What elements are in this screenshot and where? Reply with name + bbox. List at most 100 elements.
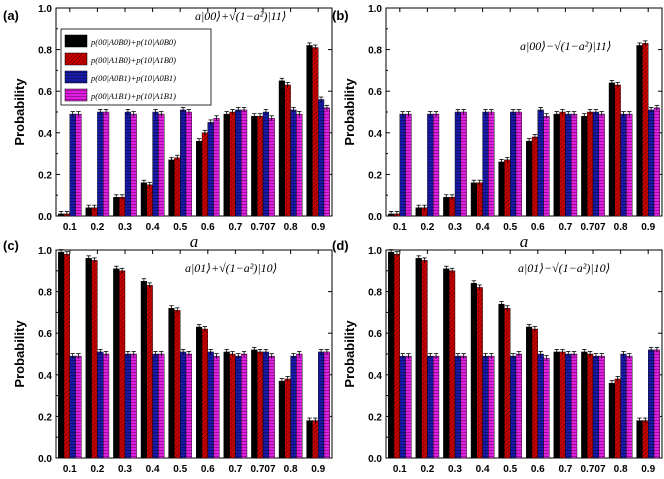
x-tick-label: 0.4: [146, 464, 160, 475]
bar-s4-0.3: [130, 353, 137, 459]
bar-s2-0.3: [118, 197, 126, 217]
bar-s2-0.707: [257, 351, 264, 459]
bar-s1-0.6: [526, 140, 533, 217]
bar-s3-0.8: [290, 109, 297, 217]
bar-s3-0.707: [262, 351, 270, 459]
bar-s2-0.4: [146, 285, 153, 459]
y-axis-label: Probability: [342, 320, 357, 388]
chart-panel-d: 0.0 0.2 0.4 0.6 0.8 1.0 Probability 0.1 0.2 0.3 0.…: [332, 238, 663, 479]
chart-panel-a: 0.0 0.2 0.4 0.6 0.8 1.0 Probability 0.1 0.2 0.3 0.…: [3, 4, 333, 251]
bar-s2-0.707: [587, 353, 594, 459]
bar-s1-0.5: [498, 161, 505, 217]
y-tick-label: 0.0: [368, 212, 382, 223]
bar-s1-0.9: [306, 420, 313, 459]
bar-s3-0.7: [565, 113, 572, 217]
x-tick-label: 0.7: [558, 464, 572, 475]
y-tick-label: 0.4: [368, 129, 382, 140]
bar-s1-0.5: [498, 303, 505, 459]
legend-swatch: [64, 34, 88, 48]
bar-s3-0.2: [97, 111, 104, 217]
y-axis-label: Probability: [12, 78, 27, 146]
bar-s4-0.707: [598, 355, 605, 459]
bar-s1-0.3: [443, 268, 450, 459]
bar-s4-0.2: [433, 355, 440, 459]
bar-s4-0.9: [323, 107, 331, 217]
bar-s3-0.4: [482, 355, 489, 459]
bar-s1-0.707: [251, 115, 258, 217]
bar-s1-0.6: [195, 326, 203, 459]
bar-s2-0.6: [531, 136, 539, 217]
x-tick-label: 0.1: [393, 464, 407, 475]
bar-s3-0.8: [620, 113, 627, 217]
bar-s4-0.7: [571, 113, 578, 217]
bar-s1-0.1: [58, 251, 65, 459]
x-tick-label: 0.5: [503, 222, 517, 233]
bar-s4-0.6: [543, 115, 550, 217]
bar-s4-0.5: [185, 353, 193, 459]
bar-s2-0.9: [312, 47, 319, 217]
bar-s3-0.1: [399, 113, 406, 217]
bar-s4-0.5: [515, 111, 523, 217]
bar-s1-0.707: [251, 349, 258, 459]
x-tick-label: 0.3: [118, 222, 132, 233]
bar-s4-0.1: [405, 355, 412, 459]
bar-s4-0.8: [626, 355, 633, 459]
bar-s4-0.7: [240, 109, 248, 217]
bar-s3-0.1: [69, 113, 76, 217]
bar-s2-0.2: [91, 260, 98, 459]
x-tick-label: 0.9: [641, 464, 655, 475]
y-tick-label: 1.0: [368, 246, 382, 257]
bar-s4-0.8: [296, 353, 303, 459]
bar-s4-0.7: [240, 353, 248, 459]
legend-label: p(00|A0B1)+p(10|A0B1): [90, 73, 176, 83]
bar-s4-0.8: [296, 113, 303, 217]
y-tick-label: 0.6: [368, 87, 382, 98]
bar-s1-0.9: [636, 45, 643, 217]
bar-s3-0.3: [124, 353, 132, 459]
bar-s4-0.2: [102, 353, 110, 459]
bar-s3-0.5: [510, 111, 517, 217]
bar-s3-0.1: [69, 355, 76, 459]
bar-s2-0.1: [393, 253, 401, 459]
bar-s2-0.4: [476, 182, 483, 217]
y-tick-label: 0.4: [368, 371, 382, 382]
y-tick-label: 0.8: [368, 288, 382, 299]
bar-s1-0.2: [415, 258, 422, 459]
bar-s3-0.6: [207, 122, 214, 217]
bar-s2-0.3: [449, 270, 456, 459]
bar-s2-0.7: [229, 111, 236, 217]
bar-s3-0.9: [648, 109, 655, 217]
bar-s1-0.4: [470, 182, 478, 217]
bar-s1-0.3: [113, 197, 120, 217]
x-tick-label: 0.5: [503, 464, 517, 475]
x-tick-label: 0.9: [641, 222, 655, 233]
bar-s2-0.6: [201, 132, 209, 217]
y-tick-label: 0.8: [368, 46, 382, 57]
bar-s1-0.4: [140, 281, 148, 459]
bar-s4-0.3: [460, 355, 467, 459]
x-tick-label: 0.1: [63, 464, 77, 475]
bar-s3-0.3: [454, 111, 462, 217]
bar-s3-0.4: [152, 353, 159, 459]
y-tick-label: 0.0: [38, 454, 52, 465]
panel-label: (a): [3, 8, 19, 23]
state-label: a|00⟩−√(1−a²)|11⟩: [520, 39, 611, 53]
legend-swatch: [64, 70, 88, 84]
bar-s3-0.8: [290, 355, 297, 459]
bar-s3-0.4: [482, 111, 489, 217]
bar-s3-0.9: [648, 349, 655, 459]
y-tick-label: 0.6: [38, 329, 52, 340]
bar-s2-0.707: [587, 111, 594, 217]
legend-label: p(00|A1B1)+p(10|A1B1): [90, 91, 176, 101]
bar-s1-0.7: [553, 351, 560, 459]
y-tick-label: 0.2: [368, 170, 382, 181]
bar-s3-0.707: [592, 355, 600, 459]
bar-s3-0.6: [537, 109, 544, 217]
x-tick-label: 0.8: [284, 464, 298, 475]
x-tick-label: 0.707: [250, 222, 275, 233]
bar-s1-0.707: [581, 351, 588, 459]
bar-s3-0.9: [318, 351, 325, 459]
x-tick-label: 0.1: [63, 222, 77, 233]
bar-s3-0.707: [262, 111, 270, 217]
